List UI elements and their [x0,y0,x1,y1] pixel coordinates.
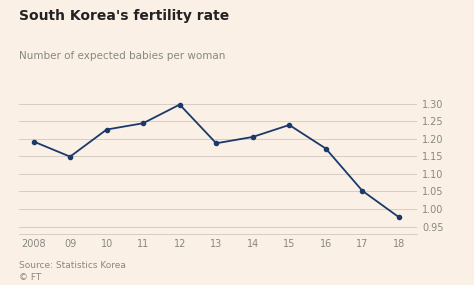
Text: Number of expected babies per woman: Number of expected babies per woman [19,51,225,61]
Text: South Korea's fertility rate: South Korea's fertility rate [19,9,229,23]
Text: Source: Statistics Korea
© FT: Source: Statistics Korea © FT [19,261,126,282]
